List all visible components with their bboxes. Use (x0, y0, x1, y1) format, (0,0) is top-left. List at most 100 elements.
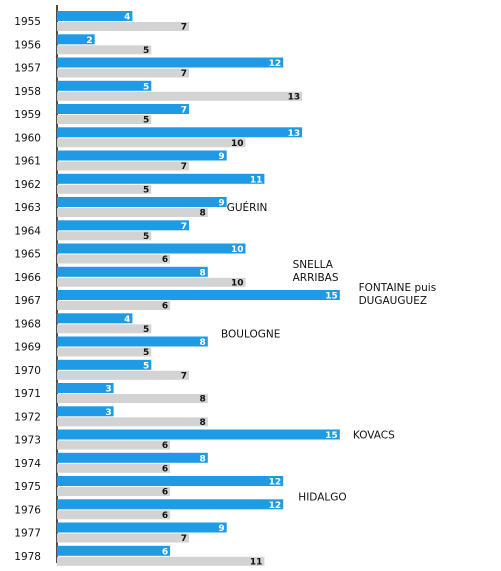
year-label: 1963 (14, 202, 41, 214)
data-label: 3 (105, 385, 111, 395)
year-label: 1972 (14, 411, 41, 423)
chart-marks: 1955 4 7 1956 2 5 1957 12 7 1958 5 13 1959 7 5 1960 13 10… (14, 11, 436, 567)
data-label: 6 (162, 464, 168, 474)
bar-series-1 (57, 220, 189, 231)
data-label: 11 (250, 175, 263, 185)
data-label: 7 (181, 162, 187, 172)
data-label: 8 (200, 418, 206, 428)
bar-series-2 (57, 487, 171, 496)
year-label: 1955 (14, 16, 41, 28)
data-label: 8 (200, 395, 206, 405)
data-label: 15 (325, 292, 338, 302)
bar-series-1 (57, 57, 284, 68)
bar-series-1 (57, 266, 208, 277)
bar-series-2 (57, 45, 152, 55)
data-label: 5 (143, 116, 149, 126)
bar-series-2 (57, 440, 171, 450)
data-label: 6 (162, 441, 168, 451)
year-label: 1966 (14, 272, 41, 284)
data-label: 8 (200, 209, 206, 219)
bar-series-1 (57, 429, 340, 440)
year-label: 1978 (14, 551, 41, 563)
data-label: 3 (105, 408, 111, 418)
data-label: 6 (162, 511, 168, 521)
data-label: 7 (181, 106, 187, 116)
data-label: 5 (143, 232, 149, 242)
bar-series-2 (57, 254, 171, 264)
data-label: 5 (143, 185, 149, 195)
year-label: 1976 (14, 504, 41, 516)
year-label: 1960 (14, 132, 41, 144)
bar-series-1 (57, 173, 265, 184)
bar-series-1 (57, 313, 133, 324)
year-label: 1962 (14, 179, 41, 191)
annotation: SNELLA (293, 259, 334, 271)
annotation: FONTAINE puis (359, 282, 437, 294)
bar-series-2 (57, 347, 152, 357)
bar-series-1 (57, 383, 114, 393)
bar-series-1 (57, 336, 208, 347)
bar-series-2 (57, 208, 208, 217)
bar-series-1 (57, 80, 152, 91)
data-label: 8 (200, 268, 206, 278)
bar-series-2 (57, 301, 171, 310)
data-label: 5 (143, 361, 149, 371)
annotation: DUGAUGUEZ (359, 295, 427, 307)
bar-series-1 (57, 290, 340, 300)
data-label: 5 (143, 348, 149, 358)
data-label: 7 (181, 222, 187, 232)
annotation: BOULOGNE (221, 329, 280, 341)
data-label: 13 (288, 129, 301, 139)
bar-series-2 (57, 556, 265, 566)
bar-series-2 (57, 91, 303, 101)
year-label: 1977 (14, 528, 41, 540)
data-label: 7 (181, 69, 187, 79)
data-label: 10 (231, 245, 244, 255)
year-label: 1971 (14, 388, 41, 400)
bar-series-2 (57, 184, 152, 194)
year-label: 1975 (14, 481, 41, 493)
bar-series-1 (57, 104, 189, 114)
year-label: 1965 (14, 249, 41, 261)
data-label: 4 (124, 315, 130, 325)
data-label: 6 (162, 302, 168, 312)
bar-series-1 (57, 522, 227, 533)
bar-series-2 (57, 115, 152, 124)
data-label: 4 (124, 13, 130, 23)
bar-series-1 (57, 452, 208, 463)
bar-series-2 (57, 22, 189, 31)
data-label: 10 (231, 278, 244, 288)
annotation: KOVACS (353, 430, 395, 442)
year-label: 1967 (14, 295, 41, 307)
year-label: 1957 (14, 63, 41, 75)
bar-series-2 (57, 324, 152, 334)
data-label: 12 (269, 59, 282, 69)
data-label: 15 (325, 431, 338, 441)
bar-series-1 (57, 127, 303, 138)
data-label: 10 (231, 139, 244, 149)
data-label: 7 (181, 534, 187, 544)
year-label: 1964 (14, 225, 41, 237)
year-label: 1959 (14, 109, 41, 121)
data-label: 8 (200, 454, 206, 464)
bar-series-2 (57, 138, 246, 148)
bar-series-1 (57, 476, 284, 486)
data-label: 9 (218, 199, 224, 209)
data-label: 5 (143, 82, 149, 92)
data-label: 5 (143, 46, 149, 56)
bar-series-1 (57, 243, 246, 254)
year-label: 1970 (14, 365, 41, 377)
bar-series-2 (57, 463, 171, 473)
bar-series-2 (57, 161, 189, 171)
annotation: ARRIBAS (293, 272, 339, 284)
bar-series-1 (57, 406, 114, 417)
bar-series-1 (57, 34, 95, 45)
bar-series-2 (57, 417, 208, 427)
data-label: 2 (86, 36, 92, 46)
bar-series-2 (57, 370, 189, 380)
data-label: 9 (218, 524, 224, 534)
bar-series-2 (57, 394, 208, 403)
bar-series-2 (57, 533, 189, 543)
bar-series-2 (57, 277, 246, 287)
